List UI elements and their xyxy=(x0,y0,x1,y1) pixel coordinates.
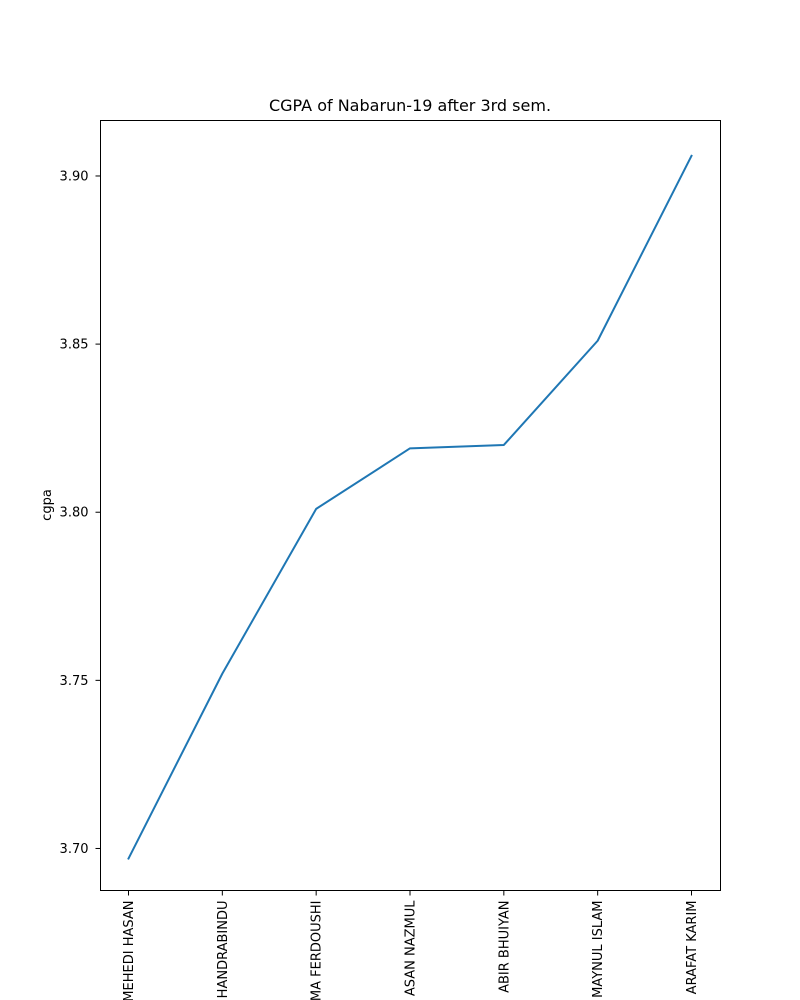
y-tick-label: 3.90 xyxy=(60,169,89,184)
x-tick-label: ABIR BHUIYAN xyxy=(497,901,512,993)
y-tick-label: 3.80 xyxy=(60,506,89,521)
x-tick-label: MAYNUL ISLAM xyxy=(591,901,606,998)
series-layer xyxy=(127,154,693,860)
x-tick-label: MA FERDOUSHI xyxy=(310,901,325,1000)
plot-area: 3.70 3.75 3.80 3.85 3.90 MEHEDI HASAN HANDRAB… xyxy=(60,120,721,1000)
x-tick-label: MEHEDI HASAN xyxy=(122,901,137,1000)
x-tick-label: ASAN NAZMUL xyxy=(404,900,419,996)
series-line xyxy=(127,154,693,860)
y-tick-label: 3.70 xyxy=(60,842,89,857)
x-axis: MEHEDI HASAN HANDRABINDU MA FERDOUSHI ASAN … xyxy=(122,890,700,1000)
x-tick-label: HANDRABINDU xyxy=(216,901,231,999)
chart-title: CGPA of Nabarun-19 after 3rd sem. xyxy=(269,96,551,115)
y-tick-label: 3.85 xyxy=(60,338,89,353)
y-axis: 3.70 3.75 3.80 3.85 3.90 xyxy=(60,169,101,857)
plot-frame xyxy=(100,120,721,891)
y-tick-label: 3.75 xyxy=(60,674,89,689)
x-tick-label: ARAFAT KARIM xyxy=(685,901,700,995)
y-axis-label: cgpa xyxy=(40,489,55,521)
